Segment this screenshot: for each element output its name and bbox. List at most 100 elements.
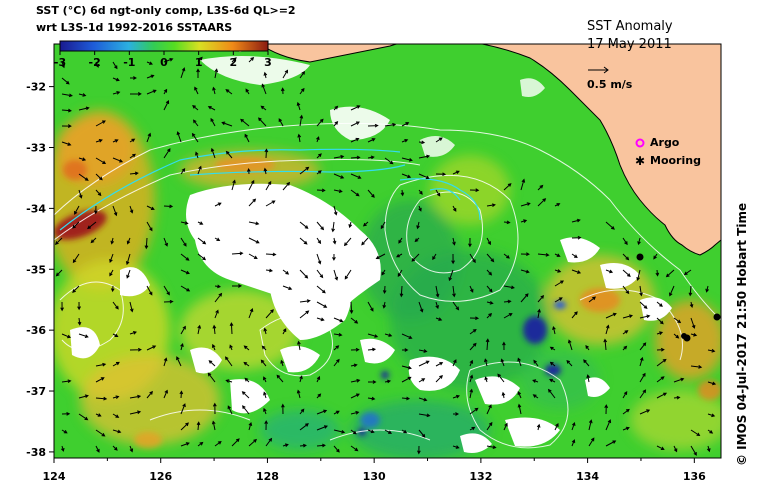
current-vector [248, 438, 257, 447]
current-vector [401, 396, 411, 401]
y-tick-label: -36 [26, 324, 46, 337]
current-vector [316, 118, 324, 127]
current-vector [367, 429, 375, 434]
current-vector [690, 364, 703, 369]
current-vector [61, 124, 72, 128]
current-vector [146, 345, 157, 351]
current-vector [333, 358, 340, 367]
current-vector [639, 314, 651, 319]
current-vector [554, 297, 563, 303]
current-vector [61, 379, 72, 384]
current-vector [333, 332, 343, 337]
current-vector [502, 341, 506, 351]
current-vector [497, 373, 505, 383]
current-vector [401, 173, 412, 179]
current-vector [367, 123, 379, 128]
current-vector [367, 333, 379, 338]
current-vector [243, 345, 250, 351]
current-vector [452, 170, 460, 175]
current-vector [486, 253, 495, 263]
current-vector [296, 101, 301, 111]
current-vector [263, 391, 267, 399]
current-vector [316, 188, 326, 193]
current-vector [129, 138, 136, 143]
current-vector [126, 269, 131, 279]
current-vector [197, 253, 207, 261]
current-vector [180, 221, 189, 225]
current-vector [60, 445, 65, 452]
current-vector [299, 70, 305, 79]
colorbar-tick-label: -2 [89, 56, 101, 69]
current-vector [180, 442, 190, 447]
current-vector [486, 237, 491, 246]
current-vector [484, 358, 488, 367]
current-vector [197, 237, 207, 245]
current-vector [78, 189, 83, 199]
current-vector [333, 189, 343, 193]
current-vector [571, 422, 576, 431]
current-vector [129, 347, 142, 352]
current-vector [263, 327, 268, 335]
current-vector [402, 348, 409, 352]
current-vector [622, 408, 630, 415]
current-vector [129, 445, 134, 453]
current-vector [554, 203, 561, 207]
current-vector [231, 438, 240, 447]
current-vector [549, 361, 556, 367]
current-vector [350, 105, 361, 111]
current-vector [375, 253, 386, 260]
current-vector [78, 333, 89, 338]
current-vector [344, 269, 352, 280]
current-vector [112, 205, 118, 217]
current-vector [350, 155, 361, 160]
current-vector [418, 205, 422, 212]
current-vector [501, 391, 506, 399]
current-vector [95, 396, 108, 401]
current-vector [331, 221, 335, 233]
colorbar: -3 -2 -1 0 1 2 3 [54, 40, 272, 69]
current-vector [246, 167, 251, 175]
current-vector [163, 299, 174, 304]
current-vector [265, 309, 274, 319]
x-tick-label: 126 [149, 470, 172, 483]
current-vector [554, 422, 559, 431]
current-vector [503, 220, 511, 225]
current-vector [146, 390, 153, 399]
sst-field [54, 44, 721, 458]
current-vector [296, 389, 301, 399]
current-vector [112, 157, 124, 163]
current-vector [401, 365, 412, 370]
current-vector [112, 139, 119, 143]
current-vector [316, 393, 322, 399]
current-vector [532, 394, 539, 399]
current-vector [503, 299, 512, 304]
current-vector [316, 269, 324, 279]
current-vector [350, 189, 360, 197]
current-vector [484, 376, 488, 383]
current-vector [381, 269, 386, 276]
current-vector [350, 445, 359, 452]
current-vector [316, 136, 320, 143]
current-vector [192, 119, 199, 127]
current-vector [95, 120, 106, 127]
current-vector [229, 344, 233, 351]
current-vector [72, 285, 80, 293]
current-vector [380, 221, 386, 230]
current-vector [399, 285, 404, 298]
current-vector [469, 426, 476, 431]
current-vector [554, 269, 562, 273]
current-vector [622, 330, 629, 335]
current-vector [401, 376, 412, 383]
current-vector [520, 293, 529, 303]
current-vector [109, 253, 114, 263]
current-vector [500, 358, 505, 367]
current-vector [261, 345, 267, 351]
current-vector [163, 237, 168, 247]
current-vector [384, 429, 393, 434]
current-vector [639, 389, 647, 399]
current-vector [299, 299, 311, 303]
current-vector [125, 253, 131, 266]
current-vector [469, 342, 477, 351]
current-vector [382, 301, 387, 309]
current-vector [707, 429, 714, 434]
